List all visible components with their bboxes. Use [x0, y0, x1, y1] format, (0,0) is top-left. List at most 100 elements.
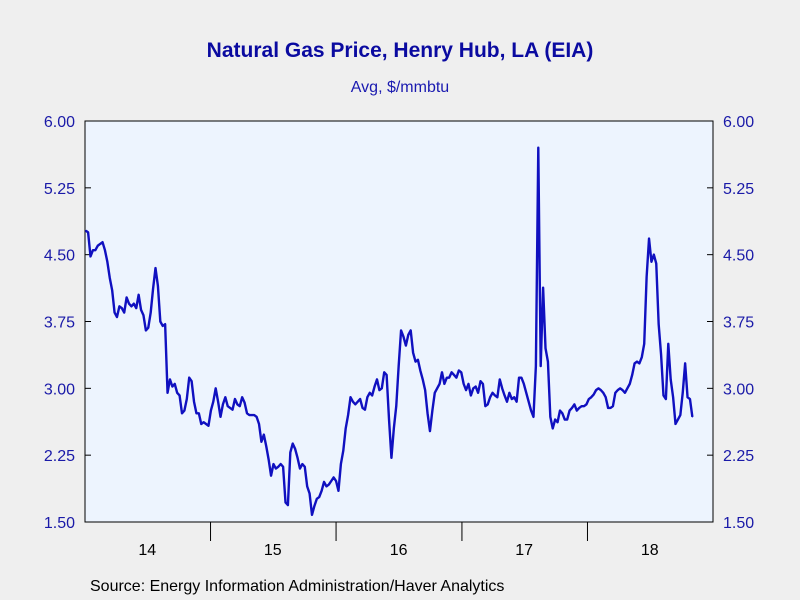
data-point [330, 480, 332, 482]
data-point [402, 336, 405, 338]
data-point [621, 389, 624, 391]
data-point [417, 359, 419, 361]
data-point [239, 405, 241, 407]
data-point [552, 427, 554, 430]
data-point [333, 476, 335, 479]
data-point [321, 490, 323, 492]
data-point [87, 231, 89, 233]
data-point [270, 475, 272, 477]
data-point [272, 463, 275, 465]
data-point [191, 380, 193, 382]
data-point [532, 416, 535, 418]
data-point [578, 407, 580, 409]
data-point [426, 412, 429, 414]
data-point [405, 344, 407, 347]
data-point [176, 392, 178, 394]
data-point [265, 445, 267, 447]
data-point [453, 374, 455, 376]
data-point [243, 401, 246, 404]
data-point [535, 365, 537, 367]
data-point [328, 483, 330, 486]
data-point [564, 418, 566, 421]
data-point [361, 407, 364, 409]
data-point [306, 485, 308, 487]
data-point [157, 285, 159, 287]
data-point [142, 314, 145, 316]
data-point [222, 403, 224, 405]
data-point [104, 249, 106, 251]
data-point [369, 392, 371, 394]
data-point [85, 230, 87, 232]
data-point [301, 463, 303, 465]
x-tick-label: 15 [264, 542, 282, 559]
plot-area [84, 120, 714, 523]
data-point [347, 414, 349, 416]
data-point [487, 403, 489, 405]
data-point [648, 238, 650, 240]
data-point [646, 276, 648, 278]
data-point [501, 387, 503, 389]
data-point [516, 401, 518, 403]
data-point [410, 329, 412, 332]
data-point [638, 362, 641, 364]
data-point [670, 378, 672, 381]
data-point [422, 378, 424, 381]
data-point [325, 485, 328, 487]
y-tick-label-left: 3.75 [44, 315, 75, 332]
data-point [414, 361, 417, 363]
data-point [357, 401, 359, 403]
data-point [448, 377, 450, 379]
data-point [159, 320, 161, 323]
y-tick-label-right: 2.25 [723, 448, 754, 465]
data-point [308, 492, 311, 495]
data-point [571, 407, 573, 409]
data-point [246, 412, 248, 414]
data-point [593, 393, 595, 396]
data-point [677, 418, 679, 421]
data-point [477, 392, 479, 394]
data-point [92, 249, 94, 251]
data-point [472, 387, 474, 389]
data-point [106, 261, 108, 263]
data-point [407, 334, 409, 336]
data-point [186, 398, 188, 400]
data-point [248, 414, 250, 416]
data-point [660, 353, 662, 356]
data-point [294, 448, 296, 450]
data-point [544, 347, 547, 349]
y-tick-label-left: 6.00 [44, 114, 75, 131]
data-point [520, 377, 523, 379]
data-point [607, 407, 609, 409]
y-tick-label-left: 5.25 [44, 181, 75, 198]
data-point [224, 396, 226, 398]
data-point [684, 362, 686, 364]
data-point [581, 405, 583, 407]
data-point [463, 383, 465, 385]
data-point [138, 294, 140, 296]
y-tick-label-left: 2.25 [44, 448, 75, 465]
y-tick-label-right: 6.00 [723, 114, 754, 131]
data-point [227, 405, 229, 407]
data-point [595, 389, 597, 391]
data-point [605, 396, 607, 398]
data-point [284, 501, 287, 503]
data-point [530, 410, 532, 412]
data-point [441, 371, 443, 373]
data-point [650, 261, 653, 263]
data-point [373, 385, 376, 388]
data-point [674, 423, 677, 425]
data-point [147, 327, 149, 329]
data-point [111, 289, 113, 291]
data-point [289, 451, 291, 454]
data-point [434, 392, 436, 394]
data-point [653, 254, 655, 256]
data-point [561, 412, 563, 414]
data-point [231, 409, 234, 411]
data-point [378, 389, 380, 391]
data-point [109, 277, 111, 279]
data-point [626, 387, 628, 389]
data-point [376, 378, 378, 381]
data-point [689, 398, 691, 400]
data-point [217, 401, 219, 403]
data-point [292, 442, 294, 445]
